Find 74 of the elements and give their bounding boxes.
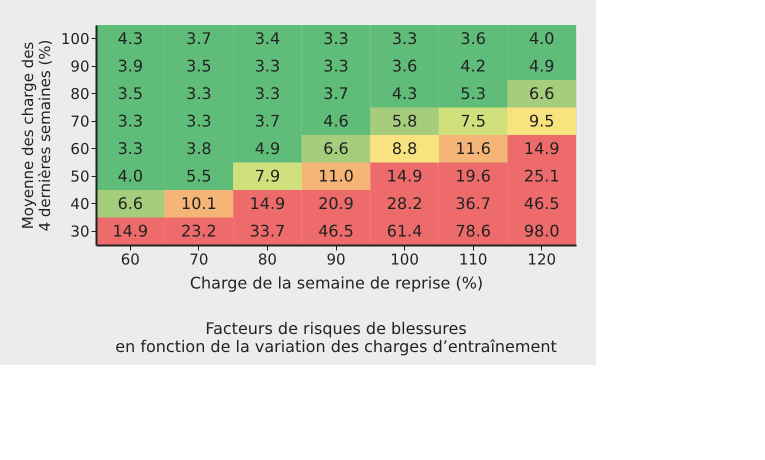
data-label: 46.5 [318,221,354,240]
y-tick-label: 100 [60,30,90,48]
data-label: 23.2 [181,221,217,240]
y-tick-label: 30 [70,222,90,240]
data-label: 4.6 [323,111,349,130]
data-label: 3.3 [323,28,349,48]
data-label: 6.6 [528,84,554,103]
data-label: 6.6 [118,194,144,213]
y-tick-label: 40 [70,194,90,213]
data-label: 4.2 [460,56,486,76]
data-label: 6.6 [323,138,349,158]
data-label: 20.9 [318,194,354,213]
data-label: 3.3 [186,84,212,103]
data-label: 33.7 [250,221,286,240]
data-label: 3.3 [118,138,144,158]
data-label: 3.7 [254,111,280,130]
data-label: 4.0 [118,166,144,186]
data-label: 36.7 [455,194,491,213]
data-label: 4.3 [392,84,418,103]
x-tick-label: 120 [527,250,556,268]
y-axis-title: Moyenne des charge des 4 dernières semaines (%) [18,40,54,232]
data-label: 4.9 [528,56,554,76]
data-label: 78.6 [455,221,491,240]
data-label: 14.9 [250,194,286,213]
data-label: 3.5 [186,56,212,76]
data-label: 14.9 [386,166,422,186]
data-label: 3.3 [392,28,418,48]
text: Facteurs de risques de blessures en fonction de la variation des charges d’entraînement [115,319,557,356]
data-label: 3.7 [186,28,212,48]
y-tick-label: 50 [70,167,90,186]
data-label: 61.4 [386,221,422,240]
data-label: 25.1 [524,166,560,186]
x-tick-label: 80 [258,250,277,268]
data-label: 3.3 [118,111,144,130]
x-tick-label: 90 [326,250,346,268]
data-label: 9.5 [528,111,554,130]
data-label: 7.9 [254,166,280,186]
y-tick-label: 60 [70,140,90,158]
data-label: 10.1 [181,194,217,213]
data-label: 7.5 [460,111,486,130]
data-label: 28.2 [386,194,422,213]
data-label: 3.6 [460,28,486,48]
data-label: 3.7 [323,84,349,103]
data-label: 3.3 [186,111,212,130]
x-axis-title: Charge de la semaine de reprise (%) [190,274,484,292]
data-label: 19.6 [455,166,491,186]
data-label: 4.3 [118,28,144,48]
data-label: 8.8 [392,138,418,158]
data-label: 3.4 [254,28,280,48]
y-tick-label: 90 [70,57,90,76]
data-label: 5.5 [186,166,212,186]
data-label: 3.3 [254,84,280,103]
data-label: 3.3 [323,56,349,76]
data-label: 14.9 [112,221,148,240]
data-label: 5.3 [460,84,486,103]
data-label: 46.5 [524,194,560,213]
data-label: 4.9 [254,138,280,158]
data-label: 14.9 [524,138,560,158]
x-tick-label: 60 [120,250,140,268]
data-label: 98.0 [524,221,560,240]
x-tick-label: 110 [458,250,488,268]
y-tick-label: 70 [70,112,90,130]
data-label: 11.0 [318,166,354,186]
data-label: 4.0 [528,28,554,48]
x-tick-label: 70 [189,250,208,268]
data-label: 3.6 [392,56,418,76]
data-label: 3.3 [254,56,280,76]
y-tick-label: 80 [70,84,90,103]
data-label: 11.6 [455,138,491,158]
data-label: 3.9 [118,56,144,76]
data-label: 3.5 [118,84,144,103]
data-label: 5.8 [392,111,418,130]
x-tick-label: 100 [390,250,419,268]
data-label: 3.8 [186,138,212,158]
